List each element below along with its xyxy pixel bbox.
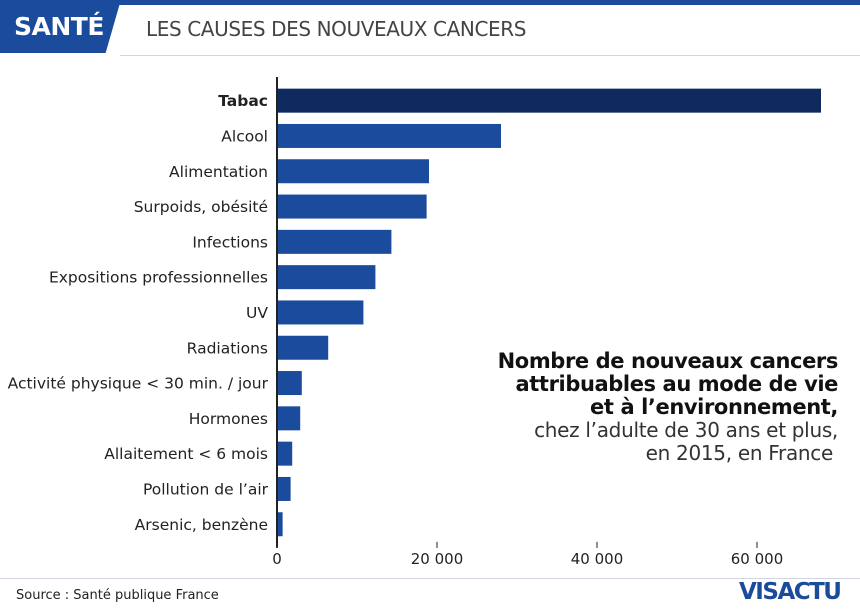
bar-2 [277, 159, 429, 184]
category-label-4: Infections [192, 233, 268, 251]
bar-0 [277, 88, 821, 113]
category-label-12: Arsenic, benzène [135, 516, 268, 534]
category-label-10: Allaitement < 6 mois [104, 445, 268, 463]
bar-8 [277, 371, 302, 396]
category-label-6: UV [246, 304, 268, 322]
bar-chart: Tabac Alcool Alimentation Surpoids, obésité… [8, 77, 821, 568]
section-tag: SANTÉ [0, 3, 120, 53]
logo-text: VISACTU [739, 579, 842, 605]
category-label-2: Alimentation [169, 163, 268, 181]
source-credit: Source : Santé publique France [16, 588, 219, 603]
category-label-5: Expositions professionnelles [49, 269, 268, 287]
bar-3 [277, 194, 427, 219]
bar-9 [277, 406, 301, 431]
category-label-3: Surpoids, obésité [134, 198, 268, 216]
note-line-1: Nombre de nouveaux cancers [497, 349, 839, 373]
logo-text-actu: ACTU [777, 579, 842, 605]
category-label-11: Pollution de l’air [143, 480, 269, 498]
x-tick-label-1: 20 000 [411, 550, 464, 568]
note-line-4: chez l’adulte de 30 ans et plus, [534, 418, 838, 442]
bar-4 [277, 229, 392, 254]
bar-1 [277, 123, 501, 148]
logo-text-vis: VIS [739, 579, 779, 605]
category-label-9: Hormones [189, 410, 268, 428]
x-tick-label-0: 0 [272, 550, 282, 568]
bar-11 [277, 476, 291, 501]
category-label-8: Activité physique < 30 min. / jour [8, 375, 269, 393]
footer-divider [0, 578, 860, 579]
chart-note: Nombre de nouveaux cancers attribuables … [418, 349, 839, 465]
bar-7 [277, 335, 329, 360]
page-title: LES CAUSES DES NOUVEAUX CANCERS [146, 17, 527, 41]
visactu-logo: VISACTU [739, 578, 842, 606]
header-divider [120, 55, 860, 56]
category-label-0: Tabac [218, 92, 268, 110]
section-tag-label: SANTÉ [14, 12, 104, 41]
bar-6 [277, 300, 364, 325]
bar-5 [277, 265, 376, 290]
note-line-2: attribuables au mode de vie [515, 372, 839, 396]
x-tick-label-3: 60 000 [731, 550, 784, 568]
header-top-rule [0, 0, 860, 5]
category-label-1: Alcool [221, 127, 268, 145]
x-tick-label-2: 40 000 [571, 550, 624, 568]
category-label-7: Radiations [187, 339, 268, 357]
bar-10 [277, 441, 293, 466]
bar-12 [277, 512, 283, 537]
note-line-3: et à l’environnement, [590, 395, 838, 419]
note-line-5: en 2015, en France [645, 441, 834, 465]
